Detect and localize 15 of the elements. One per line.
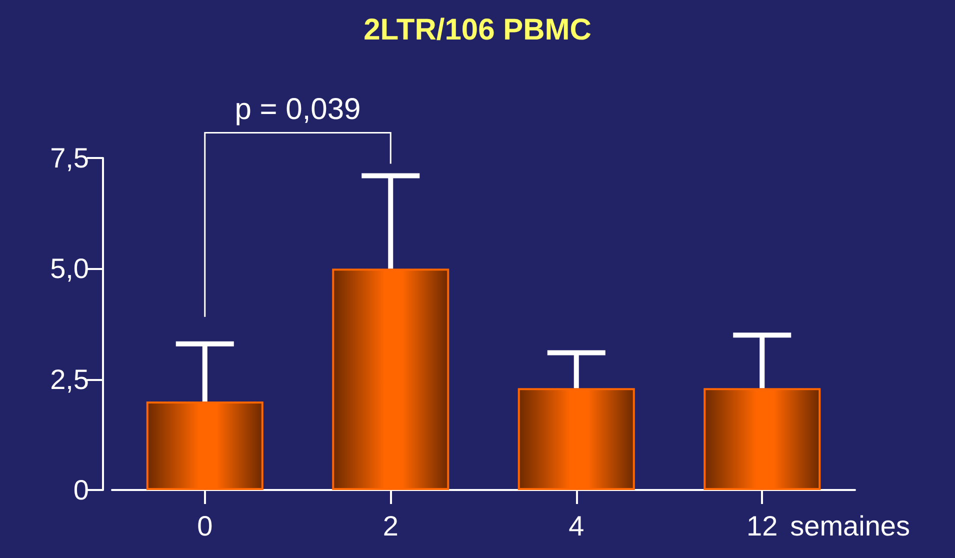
x-axis-title: semaines [790, 510, 910, 542]
bar [704, 388, 821, 490]
y-tick-label: 0 [73, 474, 89, 506]
x-tick-label: 2 [382, 510, 398, 542]
bar [146, 401, 264, 490]
bar [332, 268, 450, 490]
text: p = 0,039 [234, 93, 361, 126]
y-tick-label: 5,0 [50, 253, 89, 284]
y-tick-label: 2,5 [50, 364, 89, 395]
y-tick-label: 7,5 [50, 142, 89, 174]
bar [518, 388, 635, 490]
x-tick-label: 0 [197, 510, 213, 542]
chart-title: 2LTR/106 PBMC [364, 14, 592, 46]
x-tick-label: 12 [746, 510, 778, 542]
x-tick-label: 4 [568, 510, 584, 542]
